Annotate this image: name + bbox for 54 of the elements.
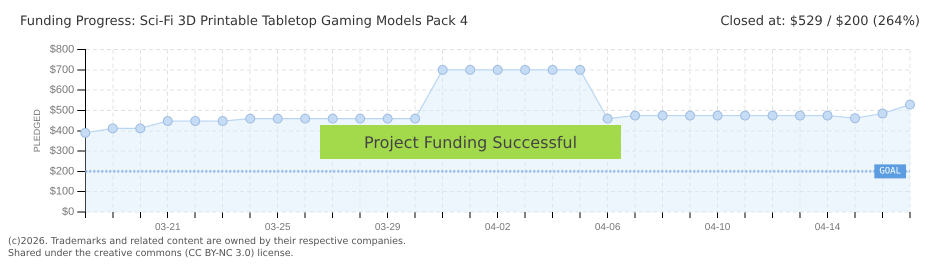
point	[520, 64, 530, 75]
point	[355, 114, 366, 124]
point	[630, 110, 640, 121]
x-tick-label: 03-21	[154, 222, 181, 233]
point	[685, 110, 696, 121]
point	[575, 64, 586, 75]
success-banner: Project Funding Successful	[320, 125, 621, 159]
point	[768, 110, 778, 121]
chart-subtitle: Closed at: $529 / $200 (264%)	[720, 14, 920, 29]
point	[108, 123, 118, 134]
point	[218, 116, 228, 126]
y-tick-label: $700	[50, 64, 74, 76]
point	[658, 110, 668, 121]
point	[548, 64, 558, 75]
point	[822, 110, 833, 121]
point	[410, 114, 420, 124]
y-tick-label: $800	[50, 44, 74, 56]
point	[492, 64, 503, 75]
point	[712, 110, 723, 121]
chart-title: Funding Progress: Sci-Fi 3D Printable Tabletop Gaming Models Pack 4	[20, 14, 468, 29]
y-tick-label: $300	[50, 145, 74, 158]
point	[382, 114, 393, 124]
x-tick-label: 04-10	[704, 222, 731, 233]
point	[80, 128, 90, 138]
point	[602, 114, 613, 124]
point	[328, 114, 338, 124]
x-tick-label: 03-25	[264, 222, 291, 233]
point	[850, 113, 860, 124]
y-tick-label: $0	[62, 206, 74, 218]
point	[190, 116, 200, 126]
x-tick-label: 04-02	[484, 222, 511, 233]
y-tick-label: $500	[50, 104, 74, 117]
point	[905, 100, 915, 110]
point	[300, 114, 310, 124]
point	[272, 114, 283, 124]
point	[438, 64, 448, 75]
point	[245, 114, 256, 124]
x-tick-label: 04-06	[594, 222, 621, 233]
point	[878, 108, 888, 119]
y-tick-label: $400	[50, 124, 74, 137]
y-tick-label: $600	[50, 84, 74, 96]
x-tick-label: 03-29	[374, 222, 401, 233]
x-tick-label: 04-14	[814, 222, 841, 233]
y-tick-label: $100	[50, 186, 74, 198]
point	[465, 64, 476, 75]
point	[135, 123, 146, 134]
point	[740, 110, 750, 121]
text: (c)2026. Trademarks and related content are owned by their respective companies.	[8, 236, 406, 248]
ref-line-label: GOAL	[879, 166, 902, 177]
y-tick-label: $200	[50, 165, 74, 178]
text: Shared under the creative commons (CC BY-NC 3.0) license.	[8, 248, 295, 260]
point	[795, 110, 806, 121]
point	[162, 116, 173, 126]
y-axis-title: PLEDGED	[32, 108, 42, 152]
